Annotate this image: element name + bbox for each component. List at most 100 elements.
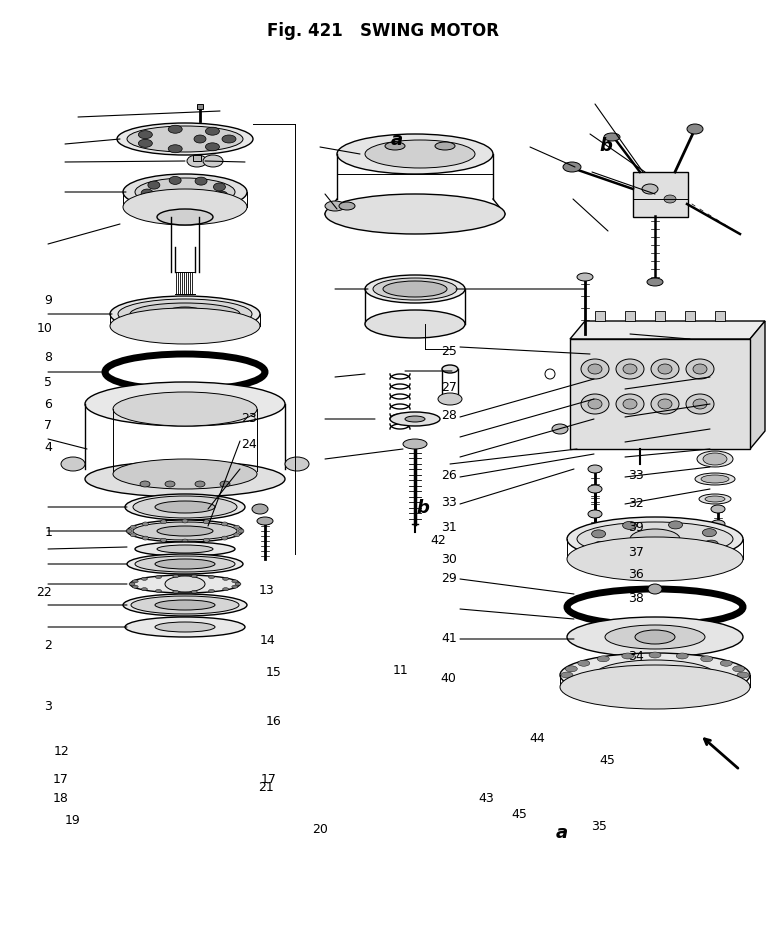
Ellipse shape <box>442 396 458 404</box>
Ellipse shape <box>133 522 237 540</box>
Ellipse shape <box>155 576 162 579</box>
Ellipse shape <box>594 542 607 549</box>
Ellipse shape <box>135 556 235 572</box>
Text: 24: 24 <box>241 437 257 450</box>
Ellipse shape <box>192 575 197 578</box>
Ellipse shape <box>627 549 641 558</box>
Ellipse shape <box>737 672 749 679</box>
Text: a: a <box>391 130 403 149</box>
Ellipse shape <box>385 143 405 151</box>
Ellipse shape <box>383 281 447 297</box>
Ellipse shape <box>365 276 465 304</box>
Ellipse shape <box>187 156 207 168</box>
Ellipse shape <box>141 190 153 198</box>
Ellipse shape <box>155 600 215 611</box>
Ellipse shape <box>642 185 658 194</box>
Ellipse shape <box>123 190 247 226</box>
Text: 23: 23 <box>241 412 257 425</box>
Ellipse shape <box>238 530 244 533</box>
Ellipse shape <box>130 304 240 326</box>
Text: 12: 12 <box>53 744 69 757</box>
Ellipse shape <box>105 355 265 391</box>
Ellipse shape <box>605 625 705 649</box>
Ellipse shape <box>201 198 213 207</box>
Ellipse shape <box>220 481 230 487</box>
Text: b: b <box>416 498 429 517</box>
Text: 35: 35 <box>591 819 607 833</box>
Text: 38: 38 <box>628 591 644 604</box>
Text: 40: 40 <box>440 671 456 684</box>
Ellipse shape <box>155 501 215 514</box>
Ellipse shape <box>169 126 182 134</box>
Ellipse shape <box>565 666 578 672</box>
Ellipse shape <box>733 679 745 684</box>
Text: 7: 7 <box>44 418 52 431</box>
Ellipse shape <box>623 399 637 410</box>
Text: a: a <box>555 823 568 842</box>
Ellipse shape <box>155 560 215 569</box>
Ellipse shape <box>175 201 188 209</box>
Ellipse shape <box>578 661 590 666</box>
Ellipse shape <box>693 364 707 375</box>
Ellipse shape <box>565 679 578 684</box>
Text: 15: 15 <box>266 666 282 679</box>
Text: 45: 45 <box>511 807 527 820</box>
Ellipse shape <box>733 666 745 672</box>
Bar <box>570 340 750 449</box>
Ellipse shape <box>125 617 245 637</box>
Ellipse shape <box>595 660 715 690</box>
Ellipse shape <box>161 539 166 543</box>
Ellipse shape <box>597 688 609 695</box>
Ellipse shape <box>117 124 253 156</box>
Ellipse shape <box>658 364 672 375</box>
Ellipse shape <box>222 136 236 143</box>
Ellipse shape <box>693 399 707 410</box>
Ellipse shape <box>664 195 676 204</box>
Text: 33: 33 <box>441 496 457 509</box>
Ellipse shape <box>588 511 602 518</box>
Text: 18: 18 <box>53 791 69 804</box>
Ellipse shape <box>252 504 268 514</box>
Ellipse shape <box>701 476 729 483</box>
Ellipse shape <box>705 497 725 502</box>
Ellipse shape <box>578 684 590 690</box>
Ellipse shape <box>205 143 219 152</box>
Ellipse shape <box>673 549 687 557</box>
Ellipse shape <box>588 364 602 375</box>
Text: 36: 36 <box>628 567 644 581</box>
Ellipse shape <box>588 485 602 494</box>
Ellipse shape <box>567 517 743 562</box>
Ellipse shape <box>622 691 633 698</box>
Ellipse shape <box>221 522 228 527</box>
Ellipse shape <box>165 481 175 487</box>
Text: 2: 2 <box>44 638 52 651</box>
Ellipse shape <box>169 177 182 185</box>
Ellipse shape <box>622 653 633 659</box>
Text: 10: 10 <box>36 322 52 335</box>
Ellipse shape <box>127 554 243 574</box>
Text: 4: 4 <box>44 441 52 454</box>
Ellipse shape <box>169 145 182 154</box>
Ellipse shape <box>110 296 260 332</box>
Ellipse shape <box>545 370 555 379</box>
Ellipse shape <box>365 141 475 169</box>
Ellipse shape <box>442 365 458 374</box>
Ellipse shape <box>139 131 152 140</box>
Text: 39: 39 <box>628 520 644 533</box>
Ellipse shape <box>676 691 688 698</box>
Ellipse shape <box>118 299 252 329</box>
Text: 1: 1 <box>44 525 52 538</box>
Ellipse shape <box>630 530 680 549</box>
Ellipse shape <box>588 399 602 410</box>
Ellipse shape <box>142 578 147 581</box>
Ellipse shape <box>165 577 205 593</box>
Ellipse shape <box>623 364 637 375</box>
Ellipse shape <box>123 175 247 211</box>
Ellipse shape <box>127 520 243 543</box>
Ellipse shape <box>695 474 735 485</box>
Text: 34: 34 <box>628 649 644 663</box>
Ellipse shape <box>438 394 462 406</box>
Ellipse shape <box>257 517 273 526</box>
Ellipse shape <box>110 309 260 345</box>
Ellipse shape <box>711 505 725 514</box>
